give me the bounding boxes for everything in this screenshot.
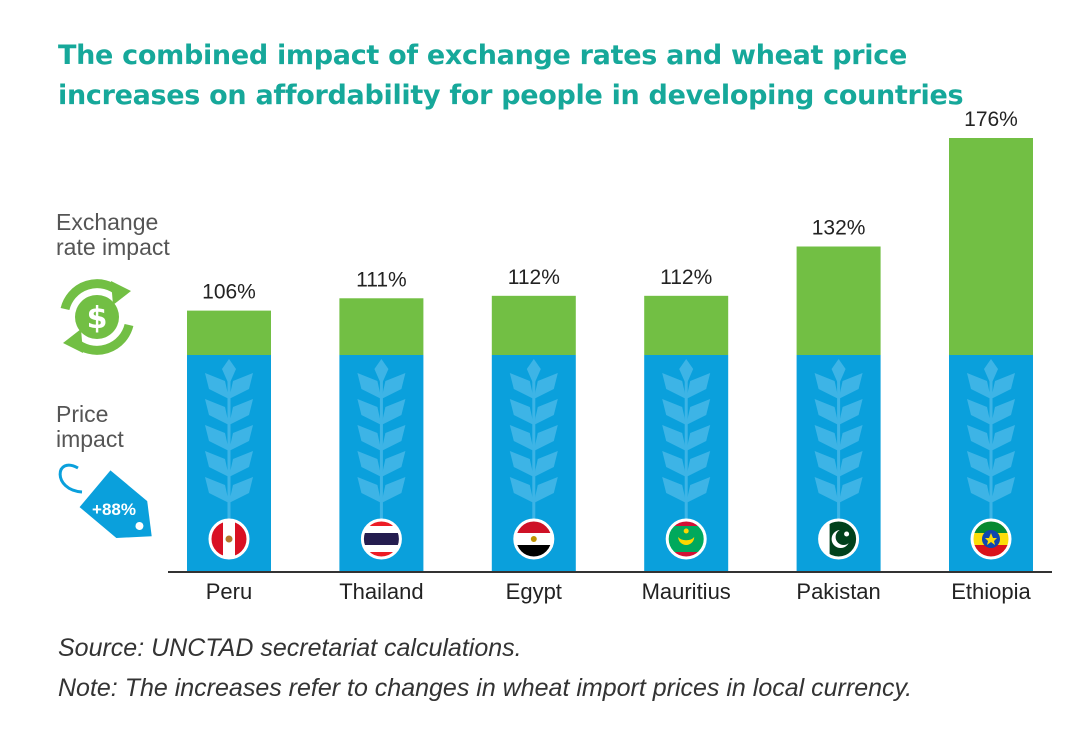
bar-exchange-ethiopia — [949, 138, 1033, 355]
chart-title: The combined impact of exchange rates an… — [58, 36, 1058, 116]
legend-price-label: Price impact — [56, 401, 124, 452]
bar-exchange-peru — [187, 310, 271, 355]
peru-flag-icon — [208, 518, 250, 560]
bar-exchange-mauritius — [644, 295, 729, 355]
bar-group-pakistan: 132% Pakistan — [796, 217, 880, 605]
mauritius-flag-icon — [665, 518, 707, 560]
title-line-2: increases on affordability for people in… — [58, 80, 964, 111]
total-label-peru: 106% — [202, 281, 256, 304]
title-line-1: The combined impact of exchange rates an… — [58, 40, 907, 71]
bar-group-egypt: 112% Egypt — [491, 266, 576, 604]
source-note: Source: UNCTAD secretariat calculations. — [58, 634, 522, 662]
egypt-flag-icon — [513, 518, 555, 560]
category-label-ethiopia: Ethiopia — [951, 579, 1031, 604]
chart-notes: Source: UNCTAD secretariat calculations.… — [58, 628, 1068, 708]
category-label-peru: Peru — [206, 579, 252, 604]
pakistan-flag-icon — [818, 518, 860, 560]
thailand-flag-icon — [360, 518, 402, 560]
bar-group-peru: 106% Peru — [187, 281, 271, 604]
total-label-pakistan: 132% — [812, 217, 866, 240]
bar-group-ethiopia: 176% Ethiopia — [949, 108, 1033, 604]
currency-note: Note: The increases refer to changes in … — [58, 674, 913, 702]
ethiopia-flag-icon — [970, 518, 1012, 560]
price-tag-text: +88% — [92, 500, 136, 519]
total-label-egypt: 112% — [508, 266, 560, 289]
category-label-thailand: Thailand — [339, 579, 423, 604]
bar-group-thailand: 111% Thailand — [339, 268, 423, 604]
category-label-pakistan: Pakistan — [796, 579, 880, 604]
bar-exchange-thailand — [339, 298, 424, 355]
bar-exchange-egypt — [491, 295, 576, 355]
total-label-mauritius: 112% — [660, 266, 712, 289]
bar-group-mauritius: 112% Mauritius — [642, 266, 731, 604]
category-label-mauritius: Mauritius — [642, 579, 731, 604]
bar-exchange-pakistan — [796, 246, 881, 355]
dollar-cycle-icon: $ — [60, 279, 134, 355]
legend-exchange-label: Exchange rate impact — [56, 209, 170, 260]
svg-text:$: $ — [87, 301, 108, 336]
total-label-ethiopia: 176% — [964, 108, 1018, 131]
total-label-thailand: 111% — [356, 268, 407, 291]
category-label-egypt: Egypt — [506, 579, 562, 604]
price-tag-icon: +88% — [58, 463, 152, 538]
